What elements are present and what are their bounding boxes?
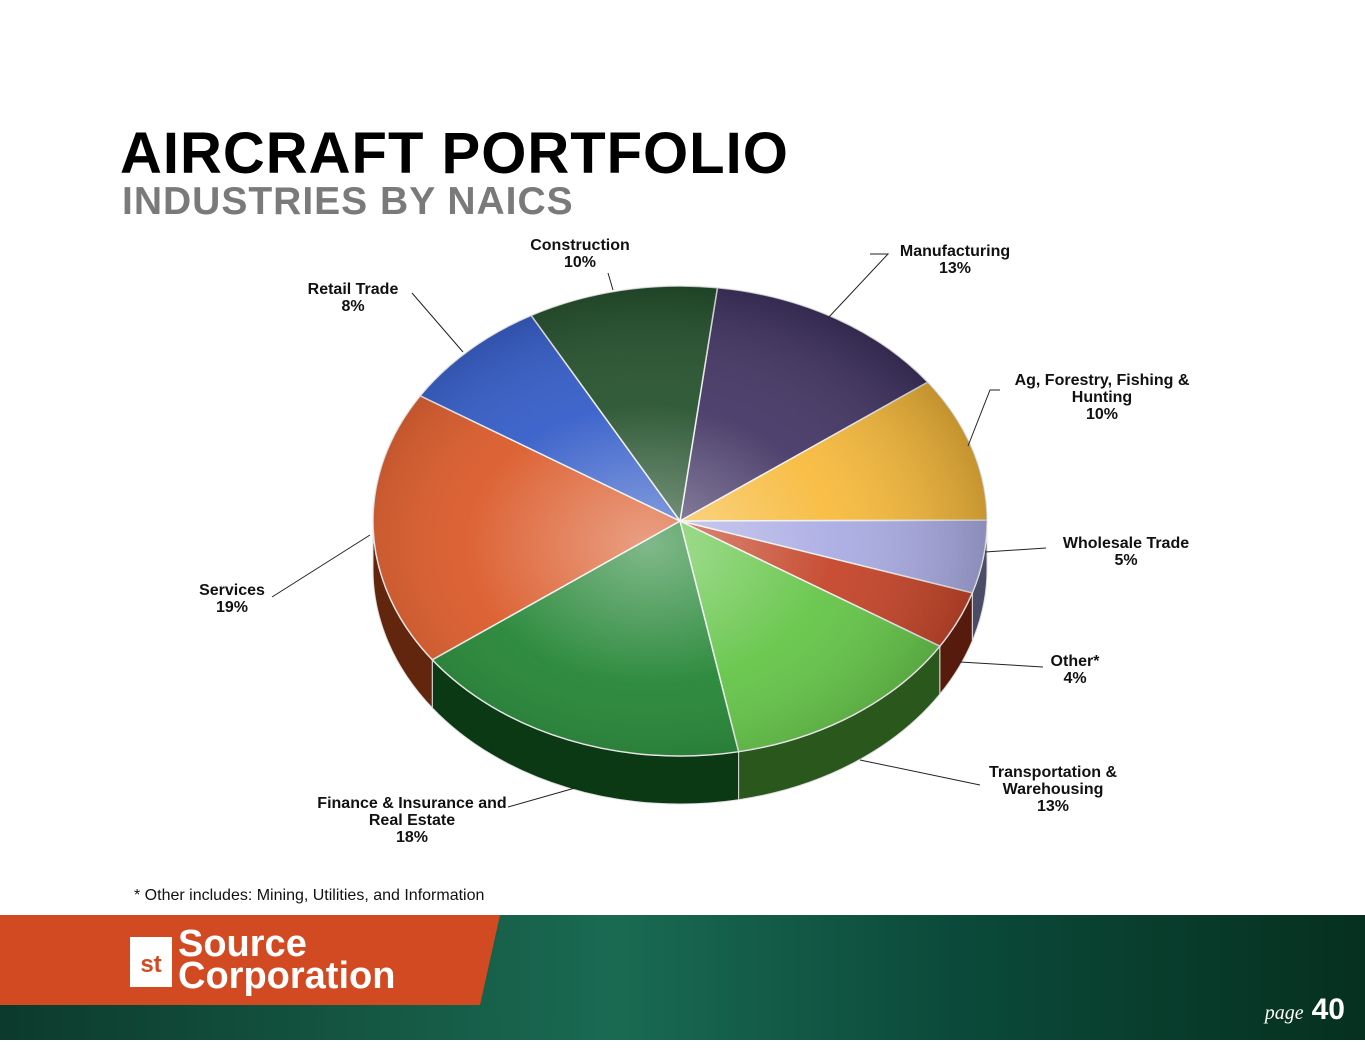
value-label: 10% [1085, 406, 1119, 423]
page-number: page 40 [1265, 993, 1345, 1027]
slice-label: Ag, Forestry, Fishing & Hunting 10% [997, 372, 1207, 423]
leader-line [959, 661, 1044, 668]
value-label: 10% [563, 254, 597, 271]
value-label: 13% [1036, 798, 1070, 815]
value-label: 5% [1114, 552, 1138, 569]
title: AIRCRAFT PORTFOLIO [120, 121, 789, 186]
slice-label: Manufacturing 13% [855, 243, 1055, 277]
page-num: 40 [1311, 993, 1345, 1026]
leader-line [827, 253, 890, 319]
slice-label: Wholesale Trade 5% [1036, 535, 1216, 569]
slice-label: Finance & Insurance and Real Estate 18% [307, 795, 517, 846]
value-label: 4% [1063, 670, 1087, 687]
leader-line [607, 272, 614, 291]
label-name: Ag, Forestry, Fishing & Hunting [1014, 372, 1190, 406]
chart [271, 253, 1047, 808]
label-name: Wholesale Trade [1062, 535, 1190, 552]
label-name: Transportation & Warehousing [988, 764, 1117, 798]
footer: st Source Corporation page 40 [0, 915, 1365, 1040]
slice-label: Construction 10% [510, 237, 650, 271]
label-name: Retail Trade [307, 281, 399, 298]
subtitle: INDUSTRIES BY NAICS [122, 180, 574, 223]
label-name: Finance & Insurance and Real Estate [317, 795, 507, 829]
label-name: Services [199, 582, 265, 599]
leader-line [984, 547, 1047, 553]
value-label: 19% [215, 599, 249, 616]
leader-line [859, 759, 981, 786]
slice-label: Transportation & Warehousing 13% [978, 764, 1128, 815]
label-name: Other* [1050, 653, 1100, 670]
value-label: 18% [395, 829, 429, 846]
footnote: * Other includes: Mining, Utilities, and… [134, 887, 485, 904]
value-label: 13% [938, 260, 972, 277]
value-label: 8% [341, 298, 365, 315]
logo-mark: st [130, 937, 172, 987]
logo-text: Corporation [178, 955, 396, 997]
leader-line [507, 787, 576, 808]
logo-text: Source [178, 923, 307, 965]
slice-label: Other* 4% [1015, 653, 1135, 687]
leader-line [967, 389, 1000, 447]
logo-band: st Source Corporation [0, 915, 500, 1005]
leader-line [411, 292, 464, 353]
slice-label: Services 19% [177, 582, 287, 616]
label-name: Manufacturing [899, 243, 1011, 260]
page-label: page [1264, 1002, 1304, 1024]
leader-line [271, 534, 371, 598]
slice-label: Retail Trade 8% [278, 281, 428, 315]
label-name: Construction [530, 237, 630, 254]
